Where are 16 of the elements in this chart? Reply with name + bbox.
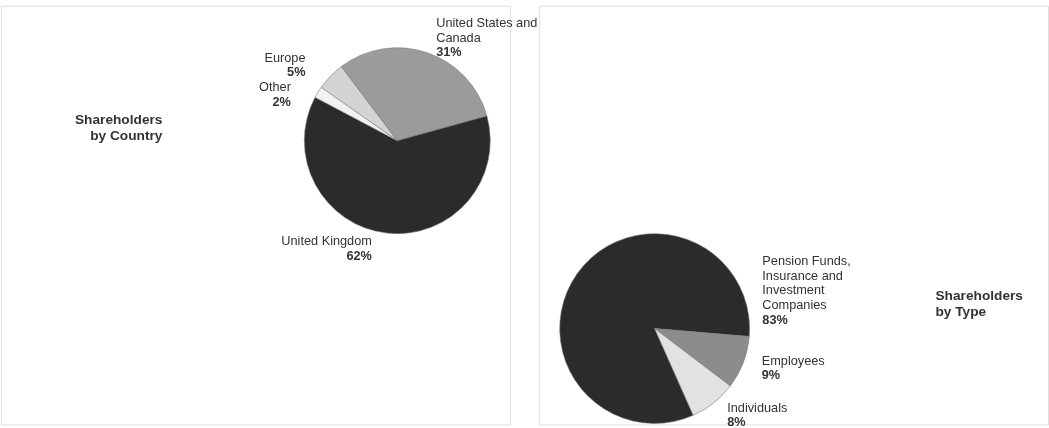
data-label: 2% bbox=[272, 93, 291, 109]
data-label: 83% bbox=[762, 311, 788, 327]
slice-label: Individuals bbox=[727, 399, 788, 415]
slice-label: Pension Funds, Insurance and Investment Companies bbox=[762, 252, 851, 312]
slice-label: Employees bbox=[761, 352, 825, 368]
text: Shareholders by Country bbox=[74, 112, 163, 143]
text: Shareholders by Type bbox=[935, 288, 1024, 319]
data-label: 5% bbox=[287, 64, 306, 80]
slice-label: United States and Canada bbox=[436, 15, 538, 45]
data-label: 8% bbox=[727, 414, 746, 428]
slice-label: Other bbox=[259, 79, 292, 95]
data-label: 9% bbox=[761, 367, 781, 383]
data-label: 31% bbox=[436, 44, 462, 60]
slice-label: Europe bbox=[264, 49, 306, 65]
slice-label: United Kingdom bbox=[281, 233, 372, 249]
data-label: 62% bbox=[346, 247, 372, 263]
